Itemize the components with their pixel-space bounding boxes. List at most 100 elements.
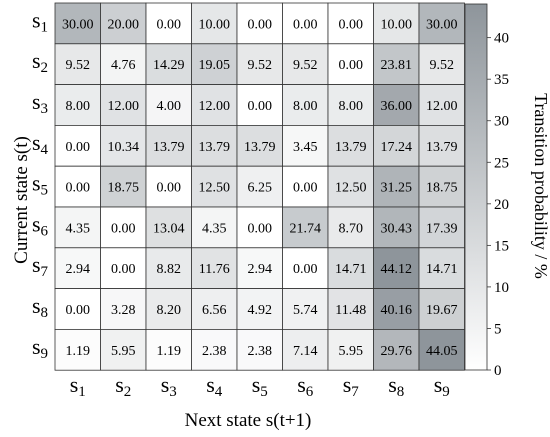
heatmap-cell — [373, 206, 420, 249]
column-label: s6 — [297, 372, 314, 400]
colorbar-tick-label: 20 — [494, 197, 509, 213]
heatmap-cell — [100, 84, 147, 126]
cell-value-label: 6.25 — [248, 181, 273, 196]
heatmap-cell — [327, 288, 374, 330]
cell-value-label: 0.00 — [157, 17, 182, 32]
cell-value-label: 17.24 — [381, 140, 413, 155]
row-label: s6 — [32, 211, 49, 239]
cell-value-label: 4.76 — [111, 58, 136, 73]
heatmap-cell — [236, 206, 283, 249]
cell-value-label: 0.00 — [66, 140, 91, 155]
cell-value-label: 12.50 — [335, 181, 367, 196]
cell-value-label: 0.00 — [293, 262, 318, 277]
cell-value-label: 31.25 — [381, 181, 413, 196]
cell-value-label: 30.00 — [426, 17, 458, 32]
heatmap-cell — [373, 2, 420, 45]
cell-value-label: 13.79 — [199, 140, 231, 155]
cell-value-label: 12.00 — [199, 99, 231, 114]
colorbar-gradient — [464, 3, 488, 371]
heatmap-cell — [282, 328, 329, 371]
heatmap-cell — [145, 2, 192, 45]
heatmap-cell — [145, 206, 192, 249]
heatmap-cell — [191, 328, 238, 371]
cell-value-label: 40.16 — [381, 303, 413, 318]
cell-value-label: 0.00 — [66, 303, 91, 318]
heatmap-cells: 30.00 20.00 0.00 10.00 0.00 0.00 0.00 10.00 30.0… — [54, 2, 465, 371]
colorbar-tick-label: 5 — [494, 321, 502, 337]
heatmap-cell — [418, 84, 465, 126]
cell-value-label: 10.00 — [199, 17, 231, 32]
heatmap-cell — [54, 2, 101, 45]
cell-value-label: 1.19 — [157, 344, 182, 359]
heatmap-cell — [54, 165, 101, 208]
column-label: s2 — [115, 372, 131, 400]
cell-value-label: 5.95 — [111, 344, 136, 359]
cell-value-label: 17.39 — [426, 221, 458, 236]
heatmap-cell — [236, 84, 283, 126]
cell-value-label: 12.00 — [426, 99, 458, 114]
heatmap-cell — [54, 84, 101, 126]
cell-value-label: 11.48 — [335, 303, 366, 318]
column-label: s9 — [434, 372, 450, 400]
cell-value-label: 19.67 — [426, 303, 458, 318]
y-axis-label: Current state s(t) — [11, 136, 32, 264]
cell-value-label: 9.52 — [430, 58, 455, 73]
row-label: s9 — [32, 334, 48, 362]
cell-value-label: 0.00 — [248, 221, 273, 236]
heatmap-cell — [236, 328, 283, 371]
row-labels: s1 s2 s3 s4 s5 s6 s7 s8 s9 — [32, 7, 49, 361]
column-label: s5 — [252, 372, 268, 400]
heatmap-cell — [236, 288, 283, 330]
cell-value-label: 2.94 — [248, 262, 273, 277]
column-label: s1 — [70, 372, 86, 400]
cell-value-label: 36.00 — [381, 99, 413, 114]
heatmap-cell — [418, 288, 465, 330]
heatmap-cell — [282, 2, 329, 45]
heatmap-cell — [54, 125, 101, 167]
cell-value-label: 23.81 — [381, 58, 413, 73]
heatmap-cell — [100, 206, 147, 249]
heatmap-cell — [282, 288, 329, 330]
cell-value-label: 0.00 — [339, 58, 364, 73]
cell-value-label: 4.35 — [66, 221, 91, 236]
column-label: s4 — [206, 372, 223, 400]
heatmap-cell — [282, 206, 329, 249]
cell-value-label: 13.79 — [335, 140, 367, 155]
cell-value-label: 0.00 — [111, 221, 136, 236]
heatmap-cell — [191, 165, 238, 208]
heatmap-cell — [100, 247, 147, 290]
cell-value-label: 8.82 — [157, 262, 182, 277]
cell-value-label: 18.75 — [426, 181, 458, 196]
row-label: s2 — [32, 48, 48, 76]
cell-value-label: 9.52 — [66, 58, 91, 73]
cell-value-label: 0.00 — [339, 17, 364, 32]
cell-value-label: 4.00 — [157, 99, 182, 114]
cell-value-label: 2.38 — [248, 344, 273, 359]
colorbar-tick-label: 10 — [494, 280, 509, 296]
column-label: s3 — [161, 372, 177, 400]
column-labels: s1 s2 s3 s4 s5 s6 s7 s8 s9 — [70, 372, 450, 400]
row-label: s5 — [32, 171, 48, 199]
heatmap-cell — [191, 288, 238, 330]
heatmap-cell — [54, 247, 101, 290]
heatmap-cell — [145, 288, 192, 330]
row-label: s1 — [32, 7, 48, 35]
cell-value-label: 29.76 — [381, 344, 413, 359]
colorbar-ticks: 0 5 10 15 20 25 30 35 40 — [487, 31, 509, 379]
cell-value-label: 0.00 — [248, 99, 273, 114]
cell-value-label: 14.71 — [426, 262, 458, 277]
cell-value-label: 11.76 — [199, 262, 230, 277]
cell-value-label: 5.95 — [339, 344, 364, 359]
heatmap-cell — [145, 84, 192, 126]
colorbar-tick-label: 25 — [494, 155, 509, 171]
cell-value-label: 3.45 — [293, 140, 318, 155]
heatmap-cell — [145, 328, 192, 371]
cell-value-label: 44.12 — [381, 262, 413, 277]
cell-value-label: 0.00 — [111, 262, 136, 277]
heatmap-cell — [373, 43, 420, 85]
cell-value-label: 2.94 — [66, 262, 91, 277]
heatmap-cell — [418, 165, 465, 208]
heatmap-cell — [100, 125, 147, 167]
cell-value-label: 8.00 — [293, 99, 318, 114]
